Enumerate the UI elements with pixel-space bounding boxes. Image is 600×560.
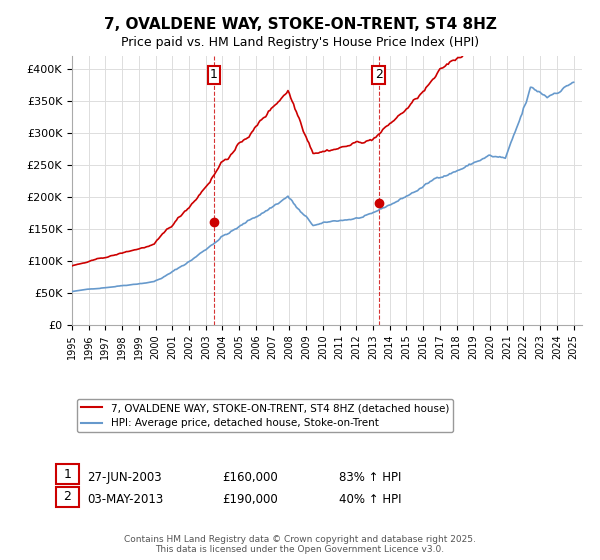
Text: £160,000: £160,000 xyxy=(222,470,278,484)
Text: 2: 2 xyxy=(64,490,71,503)
Legend: 7, OVALDENE WAY, STOKE-ON-TRENT, ST4 8HZ (detached house), HPI: Average price, d: 7, OVALDENE WAY, STOKE-ON-TRENT, ST4 8HZ… xyxy=(77,399,453,432)
Text: 2: 2 xyxy=(375,68,383,81)
Text: Price paid vs. HM Land Registry's House Price Index (HPI): Price paid vs. HM Land Registry's House … xyxy=(121,36,479,49)
Text: 27-JUN-2003: 27-JUN-2003 xyxy=(87,470,161,484)
FancyBboxPatch shape xyxy=(56,487,79,507)
Text: £190,000: £190,000 xyxy=(222,493,278,506)
Text: 03-MAY-2013: 03-MAY-2013 xyxy=(87,493,163,506)
Text: 1: 1 xyxy=(210,68,218,81)
FancyBboxPatch shape xyxy=(56,464,79,484)
Text: 83% ↑ HPI: 83% ↑ HPI xyxy=(339,470,401,484)
Text: 7, OVALDENE WAY, STOKE-ON-TRENT, ST4 8HZ: 7, OVALDENE WAY, STOKE-ON-TRENT, ST4 8HZ xyxy=(104,17,496,32)
Text: 1: 1 xyxy=(64,468,71,481)
Text: 40% ↑ HPI: 40% ↑ HPI xyxy=(339,493,401,506)
Text: Contains HM Land Registry data © Crown copyright and database right 2025.
This d: Contains HM Land Registry data © Crown c… xyxy=(124,535,476,554)
